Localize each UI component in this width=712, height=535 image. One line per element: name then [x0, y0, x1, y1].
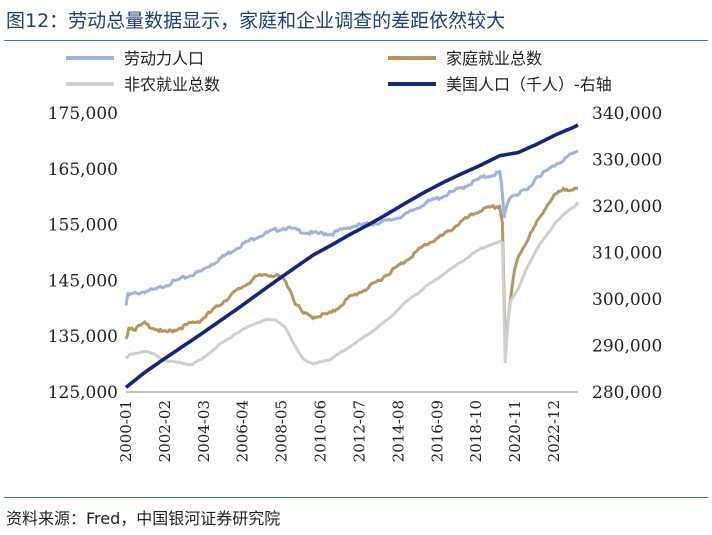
- x-tick-label: 2002-02: [156, 400, 174, 462]
- series-line-household-employment: [124, 186, 579, 348]
- left-tick-label: 155,000: [48, 216, 118, 236]
- series-line-nonfarm-payrolls: [124, 201, 580, 367]
- top-divider: [4, 40, 708, 41]
- bottom-divider: [4, 497, 708, 498]
- legend-label-1: 劳动力人口: [124, 49, 204, 68]
- right-tick-label: 280,000: [592, 383, 662, 403]
- x-tick-label: 2012-07: [351, 400, 369, 462]
- x-tick-label: 2016-09: [428, 400, 446, 462]
- plot-lines: [124, 123, 580, 389]
- series-line-labor-force: [124, 149, 579, 306]
- left-tick-label: 145,000: [48, 271, 118, 291]
- x-axis: 2000-01 2002-02 2004-03 2006-04 2008-05 2010-…: [117, 391, 578, 462]
- x-tick-label: 2020-11: [506, 400, 524, 462]
- source-note: 资料来源：Fred，中国银河证券研究院: [6, 509, 281, 528]
- x-tick-label: 2010-06: [312, 400, 330, 462]
- right-tick-label: 340,000: [592, 104, 662, 124]
- right-y-axis: 280,000 290,000 300,000 310,000 320,000 330,0…: [592, 104, 662, 403]
- x-tick-label: 2006-04: [234, 400, 252, 462]
- figure-title: 图12：劳动总量数据显示，家庭和企业调查的差距依然较大: [6, 10, 506, 32]
- legend-label-3: 非农就业总数: [124, 75, 220, 94]
- series-line-us-population: [124, 123, 579, 389]
- legend-label-2: 家庭就业总数: [446, 49, 542, 68]
- legend-label-4: 美国人口（千人）-右轴: [446, 75, 612, 94]
- left-tick-label: 135,000: [48, 327, 118, 347]
- right-tick-label: 300,000: [592, 290, 662, 310]
- right-tick-label: 330,000: [592, 151, 662, 171]
- right-tick-label: 310,000: [592, 244, 662, 264]
- x-tick-label: 2014-08: [389, 400, 407, 462]
- x-tick-label: 2000-01: [117, 400, 135, 462]
- left-tick-label: 125,000: [48, 383, 118, 403]
- x-tick-label: 2018-10: [467, 400, 485, 462]
- x-tick-label: 2004-03: [195, 400, 213, 462]
- x-tick-label: 2008-05: [273, 400, 291, 462]
- left-tick-label: 165,000: [48, 160, 118, 180]
- x-tick-label: 2022-12: [545, 400, 563, 462]
- left-y-axis: 125,000 135,000 145,000 155,000 165,000 175,0…: [48, 104, 118, 403]
- right-tick-label: 290,000: [592, 337, 662, 357]
- left-tick-label: 175,000: [48, 104, 118, 124]
- right-tick-label: 320,000: [592, 197, 662, 217]
